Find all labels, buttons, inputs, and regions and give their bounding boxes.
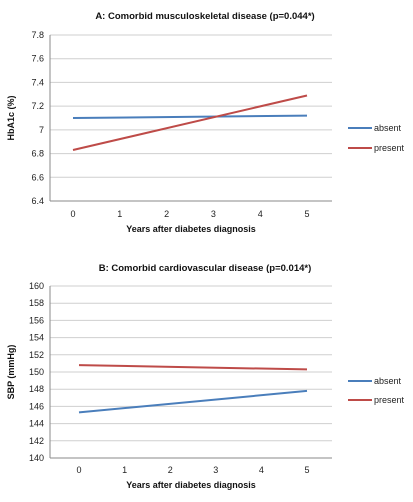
- series-line-present: [73, 95, 307, 150]
- y-tick-label: 7.2: [31, 101, 44, 111]
- chart-title: A: Comorbid musculoskeletal disease (p=0…: [95, 11, 314, 22]
- x-tick-label: 1: [122, 465, 127, 475]
- y-tick-label: 7: [39, 125, 44, 135]
- y-axis-label: HbA1c (%): [6, 95, 16, 140]
- x-tick-label: 5: [304, 465, 309, 475]
- chart-panel-1: B: Comorbid cardiovascular disease (p=0.…: [6, 263, 405, 490]
- y-tick-label: 152: [29, 350, 44, 360]
- y-tick-label: 6.8: [31, 149, 44, 159]
- x-tick-label: 0: [70, 209, 75, 219]
- y-tick-label: 140: [29, 453, 44, 463]
- y-tick-label: 6.4: [31, 196, 44, 206]
- legend-label-present: present: [374, 143, 405, 153]
- y-tick-label: 7.4: [31, 77, 44, 87]
- x-axis-label: Years after diabetes diagnosis: [126, 224, 256, 234]
- x-tick-label: 4: [259, 465, 264, 475]
- y-tick-label: 148: [29, 384, 44, 394]
- x-tick-label: 4: [258, 209, 263, 219]
- x-tick-label: 2: [168, 465, 173, 475]
- legend-label-absent: absent: [374, 376, 402, 386]
- x-tick-label: 1: [117, 209, 122, 219]
- y-tick-label: 150: [29, 367, 44, 377]
- y-tick-label: 160: [29, 281, 44, 291]
- series-line-present: [79, 365, 307, 369]
- y-tick-label: 144: [29, 419, 44, 429]
- y-tick-label: 6.6: [31, 172, 44, 182]
- y-tick-label: 146: [29, 401, 44, 411]
- y-tick-label: 154: [29, 333, 44, 343]
- y-tick-label: 156: [29, 315, 44, 325]
- y-tick-label: 142: [29, 436, 44, 446]
- series-line-absent: [79, 391, 307, 413]
- y-tick-label: 158: [29, 298, 44, 308]
- x-tick-label: 2: [164, 209, 169, 219]
- x-tick-label: 0: [76, 465, 81, 475]
- x-tick-label: 5: [304, 209, 309, 219]
- x-tick-label: 3: [213, 465, 218, 475]
- x-axis-label: Years after diabetes diagnosis: [126, 480, 256, 490]
- chart-panel-0: A: Comorbid musculoskeletal disease (p=0…: [6, 11, 405, 234]
- legend-label-present: present: [374, 395, 405, 405]
- series-line-absent: [73, 116, 307, 118]
- y-tick-label: 7.6: [31, 54, 44, 64]
- chart-title: B: Comorbid cardiovascular disease (p=0.…: [99, 263, 312, 274]
- x-tick-label: 3: [211, 209, 216, 219]
- legend-label-absent: absent: [374, 123, 402, 133]
- y-axis-label: SBP (mmHg): [6, 345, 16, 400]
- y-tick-label: 7.8: [31, 30, 44, 40]
